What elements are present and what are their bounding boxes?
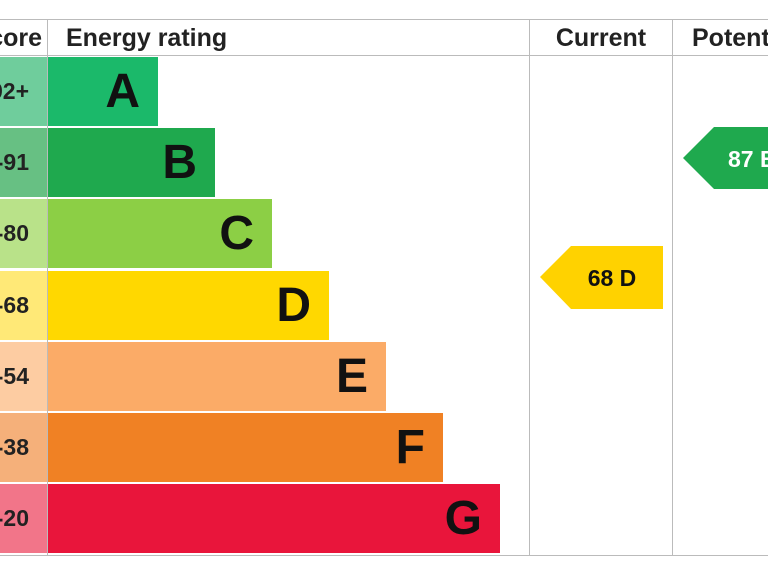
score-cell: 55-68 bbox=[0, 270, 47, 340]
rating-bar: B bbox=[48, 128, 215, 198]
current-arrow bbox=[540, 246, 663, 309]
rating-bar: A bbox=[48, 57, 158, 126]
border bbox=[529, 20, 530, 556]
rating-header: Energy rating bbox=[66, 24, 228, 52]
potential-label: 87 B bbox=[728, 146, 768, 172]
border bbox=[0, 555, 768, 556]
score-cell: 92+ bbox=[0, 57, 47, 126]
current-header: Current bbox=[555, 24, 647, 52]
score-cell: 1-20 bbox=[0, 484, 47, 554]
rating-bar: E bbox=[48, 341, 386, 411]
score-header: Score bbox=[0, 24, 42, 52]
score-cell: 69-80 bbox=[0, 199, 47, 269]
rating-bar: G bbox=[48, 484, 500, 554]
score-cell: 81-91 bbox=[0, 128, 47, 198]
rating-bar: F bbox=[48, 413, 443, 482]
border bbox=[0, 55, 768, 56]
current-label: 68 D bbox=[588, 265, 637, 291]
border bbox=[0, 19, 768, 20]
potential-arrow bbox=[683, 127, 768, 189]
potential-header: Potential bbox=[692, 24, 768, 52]
score-cell: 21-38 bbox=[0, 413, 47, 482]
border bbox=[47, 20, 48, 556]
rating-bar: C bbox=[48, 199, 272, 269]
rating-bar: D bbox=[48, 270, 329, 340]
border bbox=[672, 20, 673, 556]
score-cell: 39-54 bbox=[0, 341, 47, 411]
